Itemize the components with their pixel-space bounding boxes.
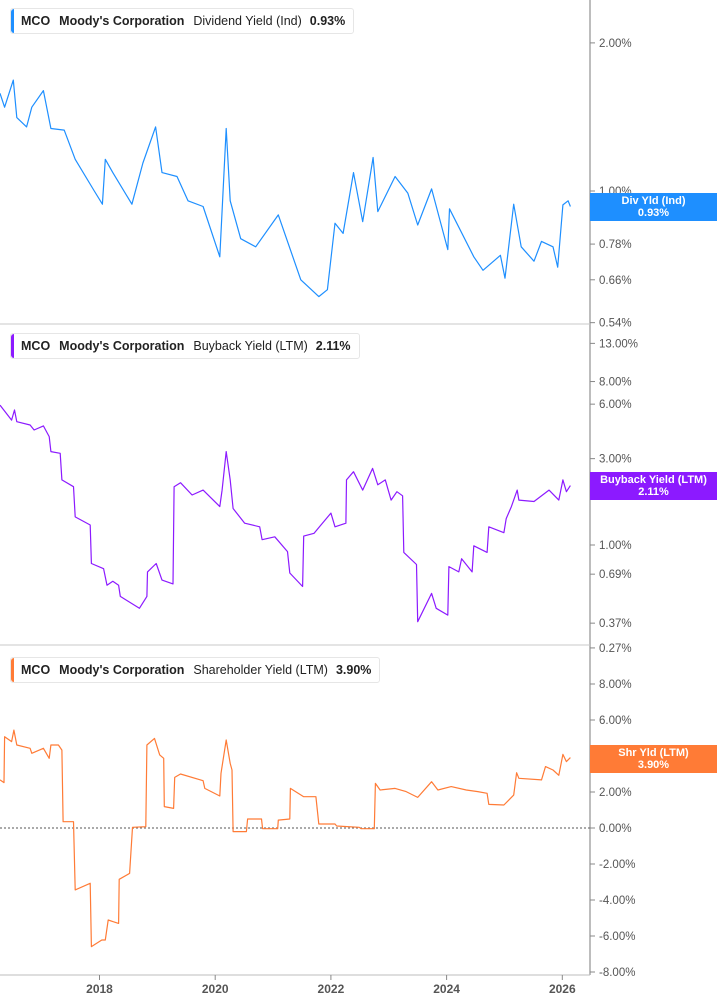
shareholder-yield-badge: Shr Yld (LTM) 3.90% — [590, 745, 717, 773]
y-tick-label: 0.54% — [599, 318, 632, 330]
y-tick-label: 13.00% — [599, 338, 638, 350]
metric-value: 3.90% — [335, 663, 372, 677]
badge-value: 3.90% — [637, 759, 670, 771]
series-color-bar — [11, 334, 14, 358]
badge-value: 2.11% — [638, 486, 669, 498]
metric-value: 2.11% — [315, 339, 351, 353]
metric-name: Dividend Yield (Ind) — [193, 14, 302, 28]
y-tick-label: 0.27% — [599, 643, 632, 655]
series-color-bar — [11, 9, 14, 33]
y-tick-label: -8.00% — [599, 967, 635, 979]
panel-3-header: MCO Moody's Corporation Shareholder Yiel… — [10, 657, 381, 683]
panel-2-header: MCO Moody's Corporation Buyback Yield (L… — [10, 333, 360, 359]
x-tick-label: 2026 — [549, 982, 576, 996]
badge-value: 0.93% — [637, 207, 670, 219]
company-name: Moody's Corporation — [59, 339, 185, 353]
ticker: MCO — [21, 339, 51, 353]
y-tick-label: 6.00% — [599, 399, 632, 411]
series-line-2 — [0, 404, 571, 623]
panel-1-header: MCO Moody's Corporation Dividend Yield (… — [10, 8, 355, 34]
y-tick-label: 1.00% — [599, 540, 632, 552]
series-color-bar — [11, 658, 14, 682]
company-name: Moody's Corporation — [59, 663, 185, 677]
x-tick-label: 2020 — [202, 982, 229, 996]
x-tick-label: 2018 — [86, 982, 113, 996]
x-tick-label: 2022 — [318, 982, 345, 996]
div-yield-badge: Div Yld (Ind) 0.93% — [590, 193, 717, 221]
y-tick-label: 8.00% — [599, 679, 632, 691]
y-tick-label: 6.00% — [599, 715, 632, 727]
company-name: Moody's Corporation — [59, 14, 185, 28]
y-tick-label: 0.66% — [599, 275, 632, 287]
metric-name: Shareholder Yield (LTM) — [193, 663, 328, 677]
badge-label: Div Yld (Ind) — [621, 195, 686, 207]
metric-value: 0.93% — [309, 14, 346, 28]
y-tick-label: 0.00% — [599, 823, 632, 835]
y-tick-label: 3.00% — [599, 454, 632, 466]
series-line-3 — [0, 729, 571, 948]
metric-name: Buyback Yield (LTM) — [193, 339, 308, 353]
y-tick-label: 0.69% — [599, 569, 632, 581]
badge-label: Buyback Yield (LTM) — [600, 474, 707, 486]
y-tick-label: 0.78% — [599, 239, 632, 251]
series-line-1 — [0, 79, 571, 298]
y-tick-label: 0.37% — [599, 618, 632, 630]
x-tick-label: 2024 — [433, 982, 460, 996]
buyback-yield-badge: Buyback Yield (LTM) 2.11% — [590, 472, 717, 500]
y-tick-label: -6.00% — [599, 931, 635, 943]
badge-label: Shr Yld (LTM) — [618, 747, 689, 759]
y-tick-label: -2.00% — [599, 859, 635, 871]
y-tick-label: 8.00% — [599, 377, 632, 389]
y-tick-label: 2.00% — [599, 787, 632, 799]
ticker: MCO — [21, 663, 51, 677]
y-tick-label: 2.00% — [599, 38, 632, 50]
ticker: MCO — [21, 14, 51, 28]
y-tick-label: -4.00% — [599, 895, 635, 907]
